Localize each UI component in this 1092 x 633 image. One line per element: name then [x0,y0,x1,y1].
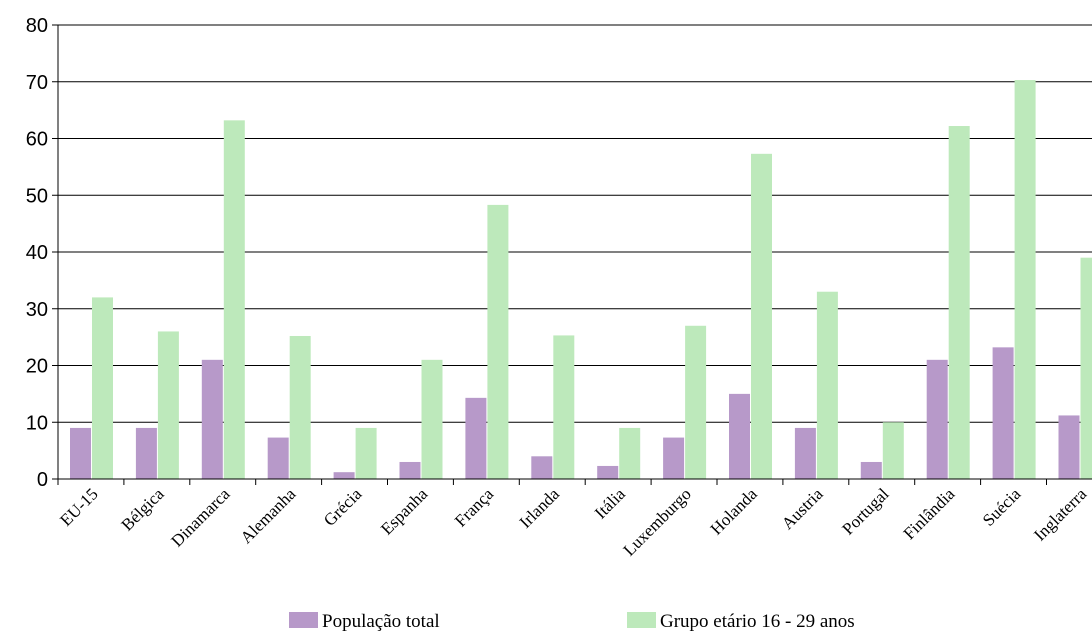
bar-populacao-total-inglaterra [1059,415,1080,479]
legend: População total Grupo etário 16 - 29 ano… [289,611,855,632]
bar-populacao-total-irlanda [531,456,552,479]
bar-grupo-etario-16-29-anos-austria [817,292,838,479]
bar-grupo-etario-16-29-anos-inglaterra [1081,258,1092,479]
bar-grupo-etario-16-29-anos-grecia [356,428,377,479]
bar-grupo-etario-16-29-anos-belgica [158,331,179,479]
y-tick-label: 0 [37,469,48,491]
y-tick-label: 20 [26,356,48,378]
x-tick-label-belgica: Bélgica [118,484,168,534]
x-tick-label-portugal: Portugal [838,484,892,538]
y-tick-label: 40 [26,242,48,264]
x-tick-label-finlandia: Finlândia [900,484,959,543]
bar-grupo-etario-16-29-anos-suecia [1015,80,1036,479]
bar-grupo-etario-16-29-anos-finlandia [949,126,970,479]
x-tick-label-austria: Austria [778,484,827,533]
bar-grupo-etario-16-29-anos-luxemburgo [685,326,706,479]
legend-label-grupo-etario: Grupo etário 16 - 29 anos [660,611,855,632]
bar-grupo-etario-16-29-anos-italia [619,428,640,479]
bar-grupo-etario-16-29-anos-espanha [422,360,443,479]
bar-grupo-etario-16-29-anos-dinamarca [224,120,245,479]
bars [70,80,1092,479]
bar-populacao-total-suecia [993,347,1014,479]
bar-grupo-etario-16-29-anos-holanda [751,154,772,479]
bar-populacao-total-portugal [861,462,882,479]
x-tick-label-suecia: Suécia [979,484,1025,530]
y-tick-label: 50 [26,185,48,207]
bar-populacao-total-dinamarca [202,360,223,479]
x-tick-label-luxemburgo: Luxemburgo [620,484,695,559]
bar-populacao-total-finlandia [927,360,948,479]
y-tick-label: 70 [26,72,48,94]
bar-populacao-total-italia [597,466,618,479]
x-tick-label-italia: Itália [591,484,629,522]
bar-populacao-total-eu-15 [70,428,91,479]
bar-populacao-total-luxemburgo [663,438,684,479]
x-tick-label-irlanda: Irlanda [516,484,564,532]
x-tick-label-grecia: Grécia [320,484,366,530]
y-tick-label: 60 [26,129,48,151]
legend-label-populacao-total: População total [322,611,440,632]
bar-populacao-total-alemanha [268,438,289,479]
bar-populacao-total-belgica [136,428,157,479]
x-tick-label-espanha: Espanha [377,484,431,538]
bar-grupo-etario-16-29-anos-franca [487,205,508,479]
bar-populacao-total-austria [795,428,816,479]
x-tick-label-inglaterra: Inglaterra [1030,484,1090,544]
bar-grupo-etario-16-29-anos-irlanda [553,335,574,479]
x-axis-ticks: EU-15 Bélgica Dinamarca Alemanha Grécia Espan… [56,479,1090,560]
x-tick-label-franca: França [451,484,497,530]
bar-populacao-total-espanha [400,462,421,479]
bar-grupo-etario-16-29-anos-eu-15 [92,297,113,479]
y-tick-label: 30 [26,299,48,321]
legend-swatch-grupo-etario [627,612,656,628]
x-tick-label-holanda: Holanda [707,484,761,538]
y-tick-label: 80 [26,15,48,37]
bar-grupo-etario-16-29-anos-alemanha [290,336,311,479]
y-axis-ticks: 0 10 20 30 40 50 60 70 80 [26,15,58,491]
bar-populacao-total-holanda [729,394,750,479]
bar-grupo-etario-16-29-anos-portugal [883,422,904,479]
bar-populacao-total-grecia [334,472,355,479]
y-tick-label: 10 [26,412,48,434]
bar-populacao-total-franca [465,398,486,479]
x-tick-label-eu-15: EU-15 [56,484,101,529]
x-tick-label-alemanha: Alemanha [237,484,300,547]
legend-swatch-populacao-total [289,612,318,628]
x-tick-label-dinamarca: Dinamarca [167,484,233,550]
